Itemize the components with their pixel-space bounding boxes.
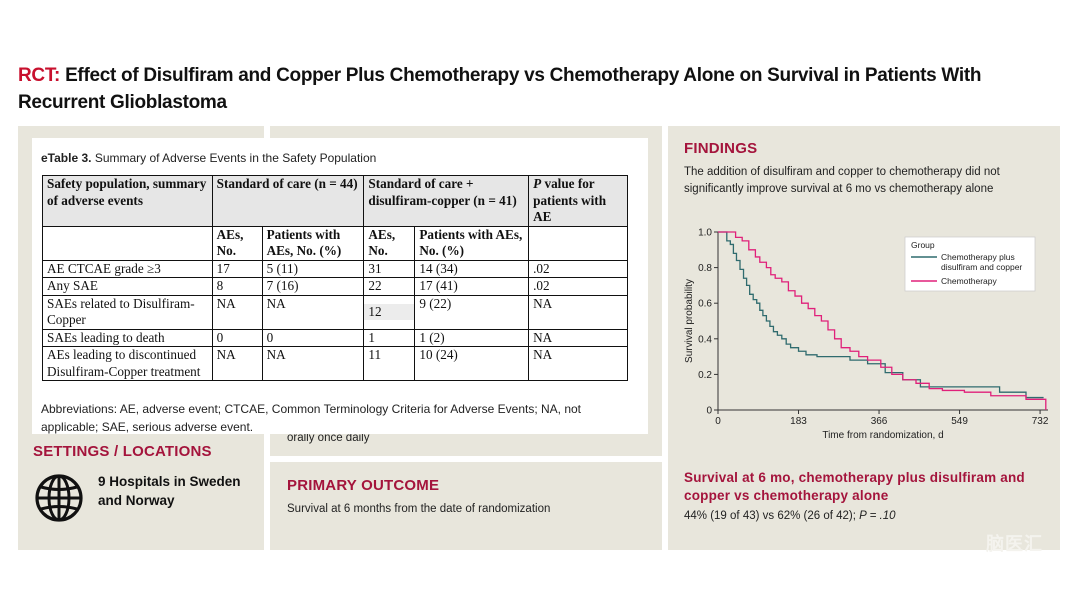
table-row: AE CTCAE grade ≥3 17 5 (11) 31 14 (34) .… bbox=[42, 259, 628, 278]
row-dc-patients: 10 (24) bbox=[414, 346, 530, 381]
table-row: AEs leading to discontinued Disulfiram-C… bbox=[42, 346, 628, 381]
subheader-dc-patients: Patients with AEs, No. (%) bbox=[414, 225, 530, 261]
settings-heading: SETTINGS / LOCATIONS bbox=[33, 443, 212, 460]
row-soc-aes: 17 bbox=[211, 259, 263, 278]
row-p-value: NA bbox=[528, 346, 628, 381]
intervention-fragment: orally once daily bbox=[287, 432, 370, 444]
legend-box bbox=[904, 236, 1036, 292]
row-dc-aes: 11 bbox=[363, 346, 416, 381]
x-tick-label: 183 bbox=[790, 416, 807, 427]
etable-card: eTable 3. Summary of Adverse Events in t… bbox=[32, 138, 648, 434]
table-caption-text: Summary of Adverse Events in the Safety … bbox=[94, 151, 377, 165]
findings-heading: FINDINGS bbox=[684, 140, 758, 157]
row-dc-patients: 17 (41) bbox=[414, 277, 530, 296]
findings-panel bbox=[668, 126, 1060, 550]
y-tick-label: 0.6 bbox=[698, 299, 712, 310]
row-dc-aes: 22 bbox=[363, 277, 416, 296]
header-safety-population: Safety population, summary of adverse ev… bbox=[42, 175, 213, 227]
legend-entry: Chemotherapy plus bbox=[941, 252, 1015, 262]
x-axis-label: Time from randomization, d bbox=[822, 430, 943, 441]
row-label: SAEs leading to death bbox=[42, 328, 213, 347]
series-line-chemo bbox=[718, 231, 1047, 410]
row-soc-patients: NA bbox=[261, 294, 365, 330]
result-values: 44% (19 of 43) vs 62% (26 of 42); bbox=[684, 510, 860, 522]
x-tick-label: 0 bbox=[715, 416, 721, 427]
header-p-italic: P bbox=[533, 176, 542, 191]
page-title: RCT: Effect of Disulfiram and Copper Plu… bbox=[18, 62, 1058, 116]
y-tick-label: 0.8 bbox=[698, 263, 712, 274]
result-heading: Survival at 6 mo, chemotherapy plus disu… bbox=[684, 470, 1025, 503]
row-soc-aes: 0 bbox=[211, 328, 263, 347]
table-row: SAEs leading to death 0 0 1 1 (2) NA bbox=[42, 328, 628, 347]
chart-axes: 0 0.2 0.4 0.6 0.8 1.0 0 183 366 549 732 Time from r… bbox=[684, 228, 1049, 442]
table-row: Any SAE 8 7 (16) 22 17 (41) .02 bbox=[42, 277, 628, 296]
row-p-value: NA bbox=[528, 328, 628, 347]
row-soc-aes: 8 bbox=[211, 277, 263, 296]
subheader-dc-aes: AEs, No. bbox=[363, 225, 416, 261]
row-dc-patients: 14 (34) bbox=[414, 259, 530, 278]
table-row: SAEs related to Disulfiram-Copper NA NA … bbox=[42, 294, 628, 330]
row-soc-patients: 5 (11) bbox=[261, 259, 365, 278]
km-survival-chart: 0 0.2 0.4 0.6 0.8 1.0 0 183 366 549 732 Time from r… bbox=[684, 228, 1049, 442]
y-tick-label: 0 bbox=[706, 406, 712, 417]
subheader-empty bbox=[42, 225, 213, 261]
table-caption-label: eTable 3. bbox=[41, 151, 92, 165]
row-p-value: .02 bbox=[528, 277, 628, 296]
chart-series bbox=[718, 231, 1047, 410]
x-tick-label: 366 bbox=[871, 416, 888, 427]
y-tick-label: 0.2 bbox=[698, 370, 712, 381]
legend-entry: Chemotherapy bbox=[941, 276, 998, 286]
row-soc-patients: 7 (16) bbox=[261, 277, 365, 296]
subheader-soc-aes: AEs, No. bbox=[211, 225, 263, 261]
subheader-p-empty bbox=[528, 225, 628, 261]
row-soc-patients: 0 bbox=[261, 328, 365, 347]
hospitals-text: 9 Hospitals in Sweden and Norway bbox=[98, 474, 241, 508]
header-standard-of-care: Standard of care (n = 44) bbox=[211, 175, 365, 227]
row-dc-patients: 1 (2) bbox=[414, 328, 530, 347]
header-p-rest: value for patients with AE bbox=[533, 176, 607, 224]
row-soc-patients: NA bbox=[261, 346, 365, 381]
table-caption: eTable 3. Summary of Adverse Events in t… bbox=[41, 151, 376, 165]
legend-entry: disulfiram and copper bbox=[941, 262, 1022, 272]
findings-text: The addition of disulfiram and copper to… bbox=[684, 166, 1000, 195]
watermark: 脑医汇 bbox=[986, 534, 1043, 554]
primary-outcome-heading: PRIMARY OUTCOME bbox=[287, 477, 440, 494]
table-header-row: Safety population, summary of adverse ev… bbox=[42, 175, 628, 227]
row-p-value: .02 bbox=[528, 259, 628, 278]
table-subheader-row: AEs, No. Patients with AEs, No. (%) AEs,… bbox=[42, 225, 628, 261]
row-label: AEs leading to discontinued Disulfiram-C… bbox=[42, 346, 213, 381]
title-text: Effect of Disulfiram and Copper Plus Che… bbox=[18, 65, 982, 113]
row-dc-aes: 31 bbox=[363, 259, 416, 278]
primary-outcome-panel bbox=[270, 462, 662, 550]
y-tick-label: 0.4 bbox=[698, 334, 712, 345]
table-abbreviations: Abbreviations: AE, adverse event; CTCAE,… bbox=[41, 402, 582, 434]
subheader-soc-patients: Patients with AEs, No. (%) bbox=[261, 225, 365, 261]
series-line-chemo-plus-dc bbox=[718, 231, 1044, 399]
y-axis-label: Survival probability bbox=[684, 279, 695, 363]
row-label: SAEs related to Disulfiram-Copper bbox=[42, 294, 213, 330]
row-label: AE CTCAE grade ≥3 bbox=[42, 259, 213, 278]
x-tick-label: 549 bbox=[951, 416, 968, 427]
y-tick-label: 1.0 bbox=[698, 228, 712, 239]
row-soc-aes: NA bbox=[211, 294, 263, 330]
globe-icon bbox=[35, 474, 83, 522]
row-soc-aes: NA bbox=[211, 346, 263, 381]
row-label: Any SAE bbox=[42, 277, 213, 296]
row-dc-patients: 9 (22) bbox=[414, 294, 530, 330]
row-dc-aes: 12 bbox=[363, 294, 416, 330]
primary-outcome-text: Survival at 6 months from the date of ra… bbox=[287, 503, 551, 515]
row-dc-aes-value: 12 bbox=[364, 303, 415, 321]
legend-title: Group bbox=[911, 240, 935, 250]
x-tick-label: 732 bbox=[1032, 416, 1049, 427]
row-dc-aes: 1 bbox=[363, 328, 416, 347]
result-text: 44% (19 of 43) vs 62% (26 of 42); P = .1… bbox=[684, 508, 896, 525]
header-p-value: P value for patients with AE bbox=[528, 175, 628, 227]
title-prefix: RCT: bbox=[18, 65, 61, 86]
adverse-events-table: Safety population, summary of adverse ev… bbox=[42, 175, 628, 381]
header-standard-plus-dc: Standard of care + disulfiram-copper (n … bbox=[363, 175, 530, 227]
result-p-value: P = .10 bbox=[859, 510, 896, 522]
row-p-value: NA bbox=[528, 294, 628, 330]
